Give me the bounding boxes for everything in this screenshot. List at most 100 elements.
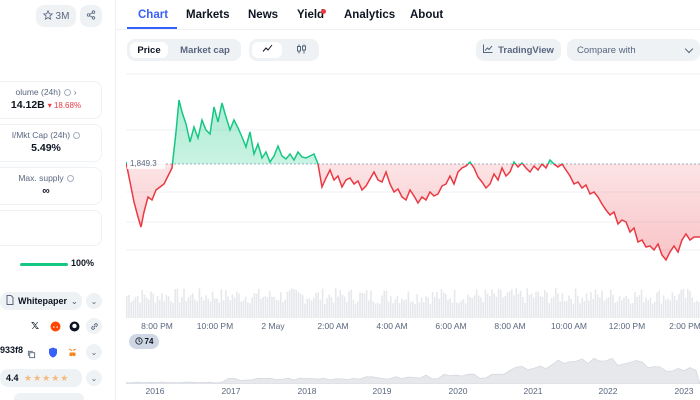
price-chart[interactable]: 1,849.3 [126,72,700,318]
info-icon[interactable] [66,174,74,182]
chart-line-icon [483,44,493,56]
compare-with-select[interactable]: Compare with [567,39,700,61]
price-line-below [126,164,700,262]
volume-bar [489,296,491,318]
rating-chip[interactable]: 4.4 [0,369,82,387]
volume-bar [517,293,520,318]
volume-bar [222,300,225,318]
volume-bar [251,297,253,318]
range-navigator[interactable] [126,350,700,384]
volume-bar [434,296,436,318]
volume-bar [233,297,236,318]
x-tick-label: 2:00 AM [317,321,349,331]
volume-bar [159,300,161,318]
volume-bar [682,288,685,318]
volume-bar [372,301,374,318]
history-badge[interactable]: 74 [129,334,159,349]
volume-bar [647,300,649,318]
tab-about[interactable]: About [410,9,444,21]
star-icon [42,9,53,23]
volume-bar [579,303,581,318]
volume-bar [244,296,247,318]
year-label: 2022 [598,386,618,396]
volume-bar [665,299,667,318]
price-area-below [126,164,700,260]
more-contracts-button[interactable]: ⌄ [86,344,102,360]
volume-bar [220,289,223,318]
volume-bar [559,301,561,318]
volume-bar [528,295,531,318]
tab-news[interactable]: News [248,9,279,21]
metamask-icon[interactable] [67,345,78,363]
volume-bar [218,302,220,318]
volume-bar [357,301,359,318]
volume-bar [409,301,412,318]
volume-bar [277,300,280,318]
volume-bar [253,293,256,318]
line-chart-button[interactable] [252,42,282,58]
github-icon[interactable] [66,318,82,334]
copy-icon[interactable] [27,346,36,364]
whitepaper-link[interactable]: Whitepaper ⌄ [0,292,82,310]
volume-bar [563,301,566,318]
volume-bar [368,300,370,318]
candlestick-button[interactable] [286,42,316,58]
volume-bar [581,297,583,318]
volume-bar [475,289,478,318]
volume-bar [548,303,550,318]
more-links-button[interactable]: ⌄ [86,293,102,309]
volume-bar [621,300,623,318]
chevron-right-icon[interactable]: › [73,87,77,97]
volume-bar [200,296,203,318]
volume-bar [242,300,245,318]
link-icon[interactable] [86,318,102,334]
tab-yield[interactable]: Yield [297,9,325,21]
volume-bar [500,289,502,318]
volume-bar [599,297,601,318]
info-icon[interactable] [63,88,71,96]
volume-bar [203,300,205,318]
volume-bar [264,296,267,318]
x-twitter-icon[interactable]: 𝕏 [30,320,40,332]
price-toggle[interactable]: Price [130,42,168,58]
volume-bar [614,302,616,318]
tradingview-label: TradingView [498,44,554,56]
volume-bar [618,296,621,318]
volume-bar [308,298,311,318]
volume-label: olume (24h) [15,87,61,97]
volume-bar [269,290,271,318]
volume-bar [420,297,423,318]
volume-bar [583,301,586,318]
shield-icon[interactable] [48,345,58,363]
volume-bar [469,297,471,318]
volume-bar [271,296,273,318]
volume-bar [187,297,190,318]
volume-bar [361,292,363,318]
tab-markets[interactable]: Markets [186,9,230,21]
volume-bar [566,300,568,318]
volume-bar [684,297,687,318]
watchlist-count: 3M [55,10,70,22]
year-label: 2021 [523,386,543,396]
volume-bar [339,290,341,318]
volume-bar [163,301,165,318]
info-icon[interactable] [73,131,81,139]
overview-area [126,357,700,384]
watchlist-button[interactable]: 3M [36,5,76,27]
volume-bar [636,296,638,318]
volume-bar [506,292,509,318]
volume-bar [297,292,300,318]
partial-chip[interactable] [14,393,84,400]
volume-bar [343,296,346,318]
tradingview-button[interactable]: TradingView [476,39,561,61]
reddit-icon[interactable] [47,318,63,334]
volume-bar [511,289,513,318]
tab-analytics[interactable]: Analytics [344,9,396,21]
rating-expand-button[interactable]: ⌄ [86,370,102,386]
chevron-down-icon: ⌄ [90,373,98,383]
volume-bar [524,302,526,318]
tab-chart[interactable]: Chart [138,9,169,21]
share-button[interactable] [80,5,102,27]
volume-bar [453,289,456,318]
marketcap-toggle[interactable]: Market cap [180,44,230,56]
